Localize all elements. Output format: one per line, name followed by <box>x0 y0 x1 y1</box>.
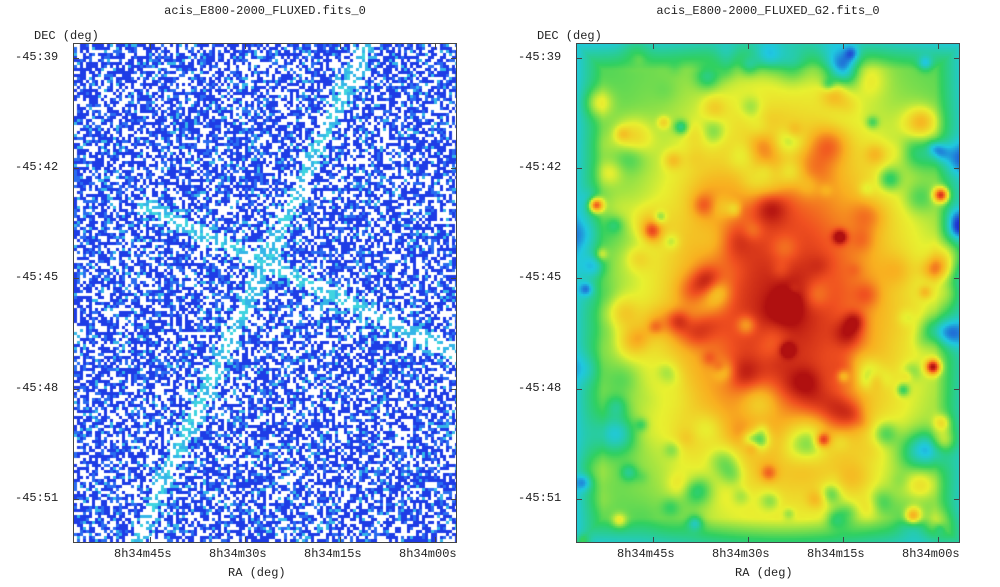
y-tick-label: -45:39 <box>518 50 562 64</box>
y-tick-label: -45:51 <box>15 491 59 505</box>
x-tick-mark <box>653 537 654 542</box>
y-tick-mark <box>451 168 456 169</box>
y-tick-label: -45:45 <box>15 270 59 284</box>
x-tick-mark <box>938 44 939 49</box>
y-tick-label: -45:42 <box>15 160 59 174</box>
left-chart-ylabel: DEC (deg) <box>34 29 99 43</box>
y-tick-mark <box>954 278 959 279</box>
x-tick-label: 8h34m30s <box>712 547 770 561</box>
x-tick-label: 8h34m45s <box>114 547 172 561</box>
y-tick-label: -45:51 <box>518 491 562 505</box>
x-tick-mark <box>843 537 844 542</box>
x-tick-mark <box>843 44 844 49</box>
y-tick-label: -45:39 <box>15 50 59 64</box>
x-tick-mark <box>435 537 436 542</box>
y-tick-mark <box>577 499 582 500</box>
right-heatmap-canvas <box>577 44 959 542</box>
x-tick-label: 8h34m00s <box>902 547 960 561</box>
y-tick-mark <box>954 499 959 500</box>
left-chart-title: acis_E800-2000_FLUXED.fits_0 <box>164 4 366 18</box>
x-tick-mark <box>748 44 749 49</box>
y-tick-mark <box>74 389 79 390</box>
y-tick-mark <box>451 278 456 279</box>
x-tick-mark <box>748 537 749 542</box>
y-tick-mark <box>954 58 959 59</box>
y-tick-mark <box>954 168 959 169</box>
y-tick-mark <box>577 58 582 59</box>
right-heatmap[interactable] <box>576 43 960 543</box>
y-tick-mark <box>451 58 456 59</box>
x-tick-label: 8h34m15s <box>304 547 362 561</box>
x-tick-mark <box>340 537 341 542</box>
y-tick-mark <box>74 499 79 500</box>
x-tick-mark <box>150 537 151 542</box>
y-tick-mark <box>451 389 456 390</box>
y-tick-label: -45:42 <box>518 160 562 174</box>
x-tick-mark <box>245 537 246 542</box>
x-tick-mark <box>653 44 654 49</box>
y-tick-mark <box>74 168 79 169</box>
x-tick-label: 8h34m00s <box>399 547 457 561</box>
y-tick-label: -45:48 <box>15 381 59 395</box>
right-chart-title: acis_E800-2000_FLUXED_G2.fits_0 <box>656 4 880 18</box>
y-tick-mark <box>954 389 959 390</box>
x-tick-mark <box>245 44 246 49</box>
y-tick-mark <box>451 499 456 500</box>
y-tick-mark <box>577 278 582 279</box>
y-tick-mark <box>577 389 582 390</box>
x-tick-mark <box>938 537 939 542</box>
x-tick-mark <box>340 44 341 49</box>
y-tick-label: -45:48 <box>518 381 562 395</box>
x-tick-label: 8h34m15s <box>807 547 865 561</box>
y-tick-mark <box>74 278 79 279</box>
left-chart-xlabel: RA (deg) <box>228 566 286 580</box>
left-heatmap-canvas <box>74 44 456 542</box>
x-tick-mark <box>435 44 436 49</box>
x-tick-label: 8h34m30s <box>209 547 267 561</box>
right-chart-ylabel: DEC (deg) <box>537 29 602 43</box>
left-heatmap[interactable] <box>73 43 457 543</box>
x-tick-mark <box>150 44 151 49</box>
y-tick-label: -45:45 <box>518 270 562 284</box>
y-tick-mark <box>577 168 582 169</box>
right-chart-xlabel: RA (deg) <box>735 566 793 580</box>
x-tick-label: 8h34m45s <box>617 547 675 561</box>
y-tick-mark <box>74 58 79 59</box>
